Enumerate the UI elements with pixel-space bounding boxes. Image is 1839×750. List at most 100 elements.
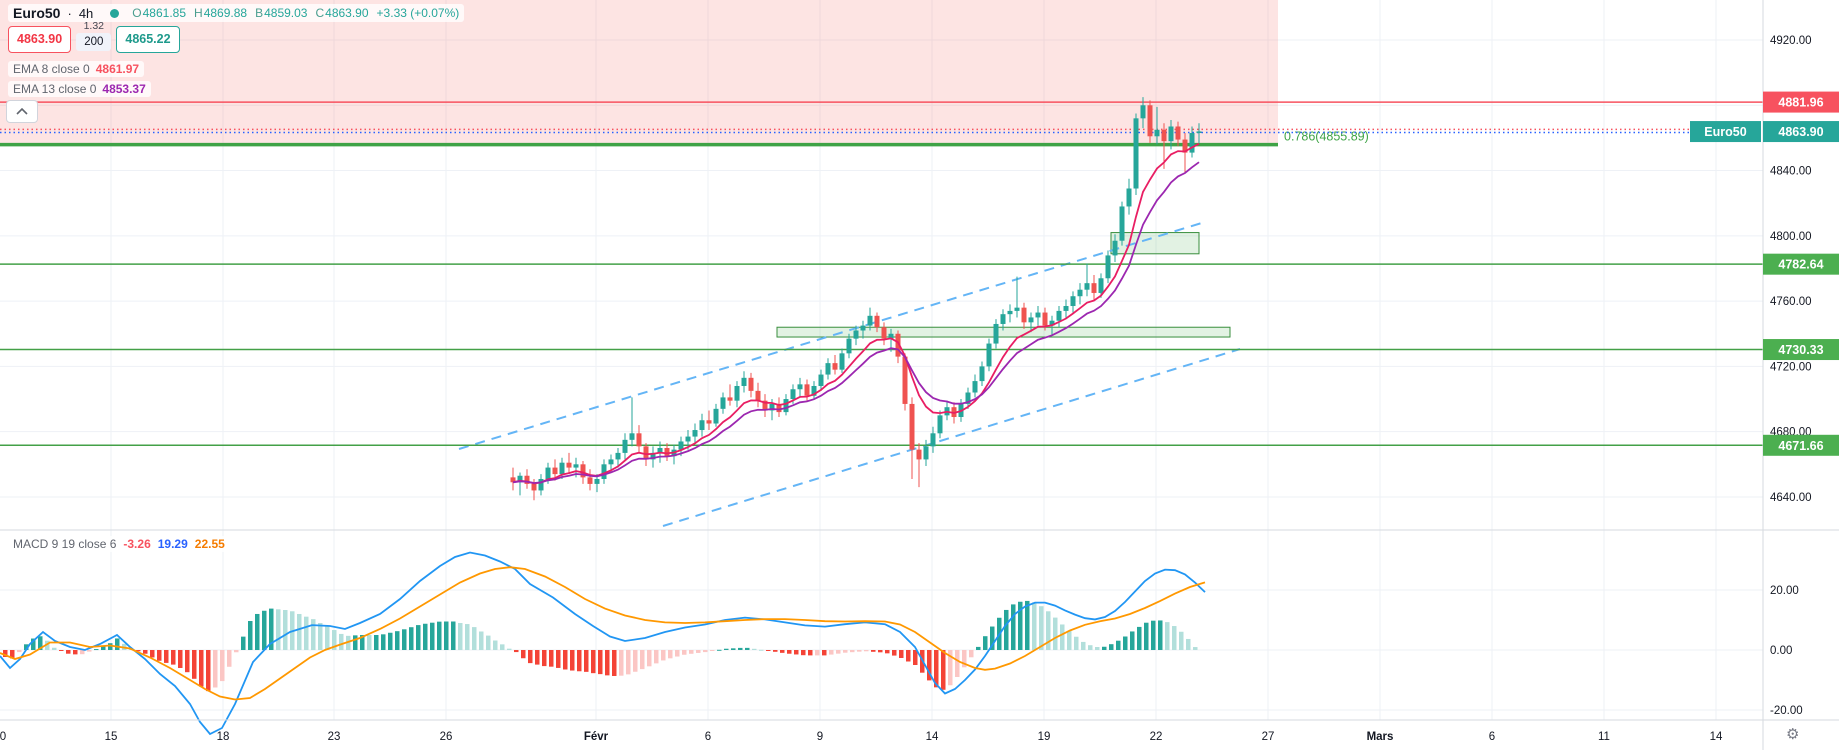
- candle-body: [839, 353, 845, 370]
- macd-histogram-bar: [927, 650, 932, 681]
- macd-histogram-bar: [787, 650, 792, 654]
- price-badge: [1763, 121, 1839, 143]
- macd-histogram-bar: [493, 640, 498, 650]
- macd-histogram-bar: [934, 650, 939, 688]
- macd-histogram-bar: [500, 644, 505, 650]
- ema8-line: [512, 142, 1200, 485]
- macd-histogram-bar: [1025, 600, 1030, 650]
- macd-histogram-bar: [794, 650, 799, 655]
- buy-button[interactable]: 4865.22: [116, 26, 180, 53]
- macd-histogram-bar: [1137, 626, 1142, 650]
- candle-body: [1161, 129, 1167, 142]
- macd-histogram-bar: [199, 650, 204, 687]
- candle-body: [1119, 206, 1125, 241]
- macd-histogram-bar: [549, 650, 554, 667]
- candle-body: [657, 448, 663, 453]
- candle-body: [538, 479, 544, 491]
- time-tick-label: Mars: [1367, 731, 1394, 743]
- collapse-pane-button[interactable]: [6, 100, 38, 123]
- macd-histogram-bar: [248, 621, 253, 650]
- macd-histogram-bar: [654, 650, 659, 664]
- time-axis[interactable]: 0 15 18 23 26 Févr 6 9 14 19 22 27 Mars 6 11 14: [0, 731, 1723, 743]
- candle-body: [930, 433, 936, 447]
- sell-button[interactable]: 4863.90: [8, 26, 72, 53]
- macd-histogram-bar: [955, 650, 960, 677]
- macd-histogram-bar: [360, 635, 365, 650]
- candle-body: [706, 420, 712, 424]
- macd-histogram-bar: [668, 650, 673, 659]
- macd-histogram-bar: [444, 621, 449, 650]
- macd-histogram-bar: [339, 633, 344, 650]
- candles: [510, 97, 1202, 501]
- countdown-value: 200: [76, 33, 112, 51]
- candle-body: [545, 467, 551, 480]
- macd-histogram-bar: [143, 650, 148, 654]
- macd-histogram-bar: [486, 635, 491, 650]
- candle-body: [1028, 317, 1034, 323]
- macd-tick-label: 20.00: [1770, 585, 1799, 597]
- macd-histogram-bar: [906, 650, 911, 662]
- macd-histogram-bar: [689, 650, 694, 654]
- macd-histogram-bar: [514, 650, 519, 653]
- spread-value: 1.32: [83, 20, 104, 32]
- macd-histogram-bar: [234, 650, 239, 653]
- order-panel: 4863.90 1.32 200 4865.22: [8, 20, 180, 53]
- macd-histogram-bar: [458, 623, 463, 650]
- macd-histogram-bar: [738, 647, 743, 650]
- symbol-legend[interactable]: Euro50 · 4h O4861.85 H4869.88 B4859.03 C…: [8, 4, 465, 22]
- candle-body: [1077, 289, 1083, 297]
- macd-histogram-bar: [640, 650, 645, 670]
- candle-body: [1189, 133, 1195, 153]
- time-tick-label: 18: [217, 731, 230, 743]
- macd-histogram-bar: [724, 648, 729, 650]
- macd-histogram-bar: [115, 638, 120, 650]
- macd-histogram-bar: [1151, 620, 1156, 650]
- candle-body: [937, 415, 943, 434]
- axis-settings-gear-icon[interactable]: ⚙: [1786, 726, 1800, 743]
- symbol-price-tag-label: Euro50: [1704, 125, 1746, 139]
- fib-level-label: 0.786(4855.89): [1284, 130, 1369, 144]
- macd-histogram-bar: [829, 650, 834, 655]
- candle-body: [734, 385, 740, 401]
- macd-histogram-bar: [808, 650, 813, 656]
- indicator-legend-ema8[interactable]: EMA 8 close 0 4861.97: [8, 61, 145, 77]
- macd-histogram-bar: [871, 650, 876, 652]
- macd-histogram-bar: [59, 650, 64, 651]
- macd-histogram-bar: [472, 627, 477, 650]
- candle-body: [1154, 129, 1160, 137]
- macd-histogram-bar: [864, 650, 869, 652]
- macd-line: [0, 551, 1206, 736]
- macd-histogram-bar: [1130, 631, 1135, 650]
- macd-histogram-bar: [598, 650, 603, 675]
- close-value: 4863.90: [325, 6, 369, 20]
- fib-zone-overlay: [0, 0, 1278, 145]
- spread-widget: 1.32 200: [76, 20, 112, 51]
- indicator-legend-macd[interactable]: MACD 9 19 close 6 -3.26 19.29 22.55: [8, 536, 230, 552]
- candle-body: [720, 397, 726, 409]
- macd-histogram-bar: [892, 650, 897, 656]
- candle-body: [559, 462, 565, 475]
- macd-histogram-bar: [1158, 620, 1163, 650]
- macd-histogram-bar: [353, 635, 358, 650]
- macd-histogram-bar: [178, 650, 183, 668]
- price-tick-label: 4760.00: [1770, 296, 1812, 308]
- interval-label[interactable]: 4h: [78, 5, 94, 21]
- macd-histogram-bar: [822, 650, 827, 656]
- indicator-legend-ema13[interactable]: EMA 13 close 0 4853.37: [8, 81, 151, 97]
- candle-body: [853, 330, 859, 339]
- macd-histogram-bar: [773, 650, 778, 652]
- macd-histogram-bar: [101, 646, 106, 650]
- macd-histogram-bar: [976, 646, 981, 650]
- macd-histogram-bar: [66, 650, 71, 654]
- candle-body: [524, 475, 530, 484]
- macd-histogram-bar: [1039, 606, 1044, 650]
- candle-body: [1021, 307, 1027, 323]
- price-axis[interactable]: 4920.004840.004800.004760.004720.004680.…: [1690, 35, 1839, 717]
- candle-body: [699, 420, 705, 431]
- candle-body: [727, 397, 733, 401]
- symbol-price-tag: [1690, 121, 1761, 143]
- macd-histogram-bar: [626, 650, 631, 675]
- macd-histogram-bar: [752, 648, 757, 650]
- macd-histogram-bar: [262, 610, 267, 650]
